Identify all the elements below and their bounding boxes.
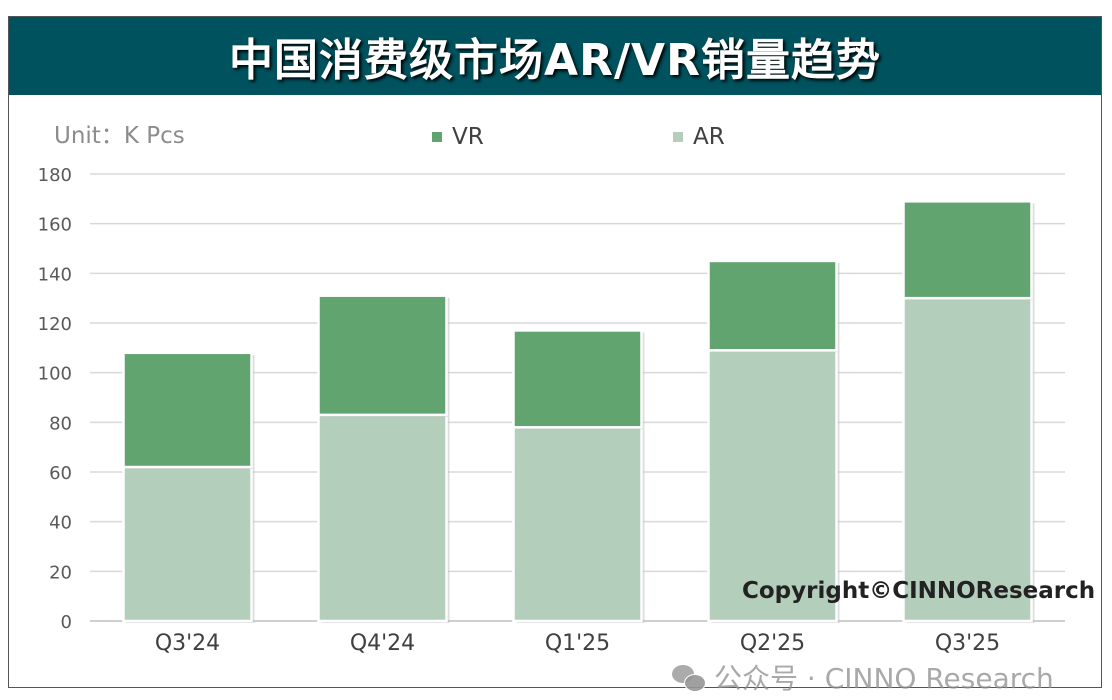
bar-vr <box>902 200 1033 300</box>
legend-swatch-ar <box>673 132 683 142</box>
x-tick-label: Q2'25 <box>740 631 805 656</box>
bar-vr <box>122 351 253 469</box>
y-tick-label: 20 <box>49 562 72 583</box>
y-tick-label: 0 <box>61 612 72 633</box>
y-tick-label: 120 <box>38 314 72 335</box>
bar-ar <box>512 426 643 623</box>
y-tick-label: 160 <box>38 215 72 236</box>
legend-item-ar: AR <box>673 124 725 150</box>
y-tick-label: 180 <box>38 165 72 186</box>
unit-label: Unit：K Pcs <box>54 123 185 149</box>
bar-vr <box>512 329 643 429</box>
x-tick-label: Q3'24 <box>155 631 220 656</box>
watermark-text: 公众号 · CINNO Research <box>714 662 1054 695</box>
y-tick-label: 100 <box>38 364 72 385</box>
x-tick-label: Q3'25 <box>935 631 1000 656</box>
wechat-icon <box>672 665 706 693</box>
bar-ar <box>707 349 838 623</box>
y-tick-label: 60 <box>49 463 72 484</box>
bar-ar <box>122 465 253 623</box>
watermark: 公众号 · CINNO Research <box>672 663 1054 695</box>
bar-ar <box>317 413 448 623</box>
chart-title: 中国消费级市场AR/VR销量趋势 <box>229 35 881 86</box>
legend-item-vr: VR <box>432 124 484 150</box>
x-tick-label: Q4'24 <box>350 631 415 656</box>
x-tick-label: Q1'25 <box>545 631 610 656</box>
legend-label-vr: VR <box>452 124 484 150</box>
bar-vr <box>707 259 838 352</box>
y-tick-label: 80 <box>49 413 72 434</box>
legend-swatch-vr <box>432 132 442 142</box>
legend-label-ar: AR <box>693 124 725 150</box>
y-tick-label: 140 <box>38 264 72 285</box>
title-bar: 中国消费级市场AR/VR销量趋势 <box>9 17 1101 95</box>
y-tick-label: 40 <box>49 513 72 534</box>
bar-vr <box>317 294 448 417</box>
bar-ar <box>902 296 1033 623</box>
copyright-text: Copyright©CINNOResearch <box>742 578 1096 604</box>
